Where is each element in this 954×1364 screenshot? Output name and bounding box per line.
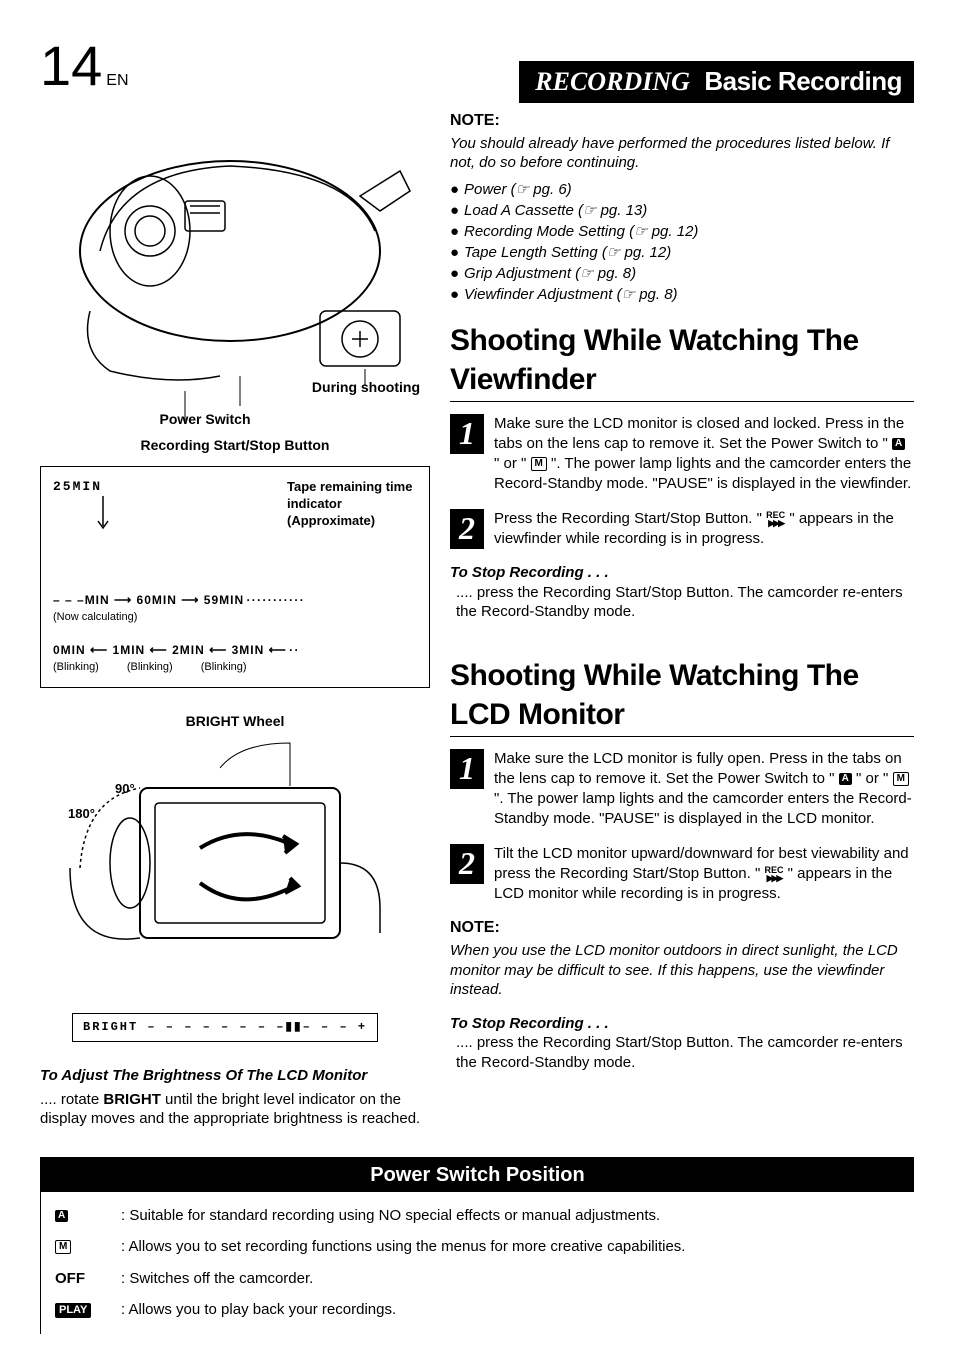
step-number-icon: 1 <box>450 414 484 454</box>
step-number-icon: 2 <box>450 509 484 549</box>
rec-icon: REC▶▶▶ <box>766 511 785 527</box>
tape-arrow-down-icon <box>93 496 163 536</box>
lcd-illustration: 180° 90° <box>40 738 430 998</box>
step-2-2-body: Tilt the LCD monitor upward/downward for… <box>494 844 914 905</box>
note-1-list: Power (☞ pg. 6) Load A Cassette (☞ pg. 1… <box>450 179 914 305</box>
rec-icon: REC▶▶▶ <box>764 866 783 882</box>
tape-blinking-2: (Blinking) <box>127 660 173 674</box>
off-label: OFF <box>55 1269 109 1289</box>
title-category: RECORDING <box>535 67 690 96</box>
tape-indicator-box: 25MIN Tape remaining time indicator (App… <box>40 466 430 687</box>
note-2-heading: NOTE: <box>450 918 914 939</box>
camcorder-illustration <box>40 111 430 421</box>
title-topic: Basic Recording <box>704 66 902 96</box>
a-mode-icon: A <box>892 438 905 450</box>
tape-flow-2: 0MIN ⟵ 1MIN ⟵ 2MIN ⟵ 3MIN ⟵ · · <box>53 643 417 659</box>
tape-flow-1: – – –MIN ⟶ 60MIN ⟶ 59MIN · · · · · · · ·… <box>53 593 417 609</box>
note-item: Grip Adjustment (☞ pg. 8) <box>450 263 914 284</box>
note-item: Recording Mode Setting (☞ pg. 12) <box>450 221 914 242</box>
rec-button-label: Recording Start/Stop Button <box>40 436 430 454</box>
note-1-body: You should already have performed the pr… <box>450 134 914 173</box>
power-row-m: M : Allows you to set recording function… <box>41 1231 914 1263</box>
step-1-2: 2 Press the Recording Start/Stop Button.… <box>450 509 914 550</box>
step-1-1: 1 Make sure the LCD monitor is closed an… <box>450 414 914 495</box>
power-row-text: : Suitable for standard recording using … <box>121 1206 660 1226</box>
power-row-text: : Allows you to set recording functions … <box>121 1237 685 1257</box>
adjust-brightness-title: To Adjust The Brightness Of The LCD Moni… <box>40 1066 430 1086</box>
stop-recording-2-title: To Stop Recording . . . <box>450 1014 914 1034</box>
page-header: 14 EN RECORDING Basic Recording <box>40 30 914 103</box>
a-mode-icon: A <box>839 773 852 785</box>
step-1-1-body: Make sure the LCD monitor is closed and … <box>494 414 914 495</box>
play-mode-icon: PLAY <box>55 1303 91 1318</box>
step-1-2-body: Press the Recording Start/Stop Button. "… <box>494 509 914 550</box>
m-mode-icon: M <box>531 457 547 471</box>
a-mode-icon: A <box>55 1210 68 1222</box>
note-item: Power (☞ pg. 6) <box>450 179 914 200</box>
bright-slider-display: BRIGHT – – – – – – – –▮▮– – – + <box>72 1013 378 1043</box>
note-1-heading: NOTE: <box>450 111 914 132</box>
page-number-value: 14 <box>40 30 102 103</box>
power-row-off: OFF : Switches off the camcorder. <box>41 1263 914 1295</box>
right-column: NOTE: You should already have performed … <box>450 111 914 1129</box>
section-title-bar: RECORDING Basic Recording <box>519 61 914 103</box>
page-number-suffix: EN <box>106 71 128 92</box>
step-2-2: 2 Tilt the LCD monitor upward/downward f… <box>450 844 914 905</box>
step-2-1-body: Make sure the LCD monitor is fully open.… <box>494 749 914 830</box>
section-2-title: Shooting While Watching The LCD Monitor <box>450 656 914 737</box>
tape-remaining-label: Tape remaining time indicator (Approxima… <box>287 479 417 530</box>
adjust-brightness-body: .... rotate BRIGHT until the bright leve… <box>40 1090 430 1129</box>
page-number: 14 EN <box>40 30 129 103</box>
m-mode-icon: M <box>55 1240 71 1254</box>
bright-wheel-label: BRIGHT Wheel <box>40 712 430 730</box>
power-row-play: PLAY : Allows you to play back your reco… <box>41 1294 914 1326</box>
tape-blinking-1: (Blinking) <box>53 660 99 674</box>
svg-text:90°: 90° <box>115 781 135 796</box>
power-row-a: A : Suitable for standard recording usin… <box>41 1200 914 1232</box>
svg-text:180°: 180° <box>68 806 95 821</box>
step-number-icon: 2 <box>450 844 484 884</box>
note-item: Tape Length Setting (☞ pg. 12) <box>450 242 914 263</box>
stop-recording-1-body: .... press the Recording Start/Stop Butt… <box>456 583 914 622</box>
power-switch-section: Power Switch Position A : Suitable for s… <box>40 1157 914 1334</box>
left-column: During shooting Power Switch Recording S… <box>40 111 430 1129</box>
tape-sub-1: (Now calculating) <box>53 610 417 624</box>
stop-recording-1-title: To Stop Recording . . . <box>450 563 914 583</box>
power-row-text: : Switches off the camcorder. <box>121 1269 313 1289</box>
power-switch-header: Power Switch Position <box>41 1158 914 1192</box>
step-2-1: 1 Make sure the LCD monitor is fully ope… <box>450 749 914 830</box>
note-item: Viewfinder Adjustment (☞ pg. 8) <box>450 284 914 305</box>
during-shooting-label: During shooting <box>312 378 420 396</box>
note-item: Load A Cassette (☞ pg. 13) <box>450 200 914 221</box>
section-1-title: Shooting While Watching The Viewfinder <box>450 321 914 402</box>
power-row-text: : Allows you to play back your recording… <box>121 1300 396 1320</box>
tape-blinking-3: (Blinking) <box>201 660 247 674</box>
stop-recording-2-body: .... press the Recording Start/Stop Butt… <box>456 1033 914 1072</box>
note-2-body: When you use the LCD monitor outdoors in… <box>450 941 914 1000</box>
step-number-icon: 1 <box>450 749 484 789</box>
m-mode-icon: M <box>893 772 909 786</box>
